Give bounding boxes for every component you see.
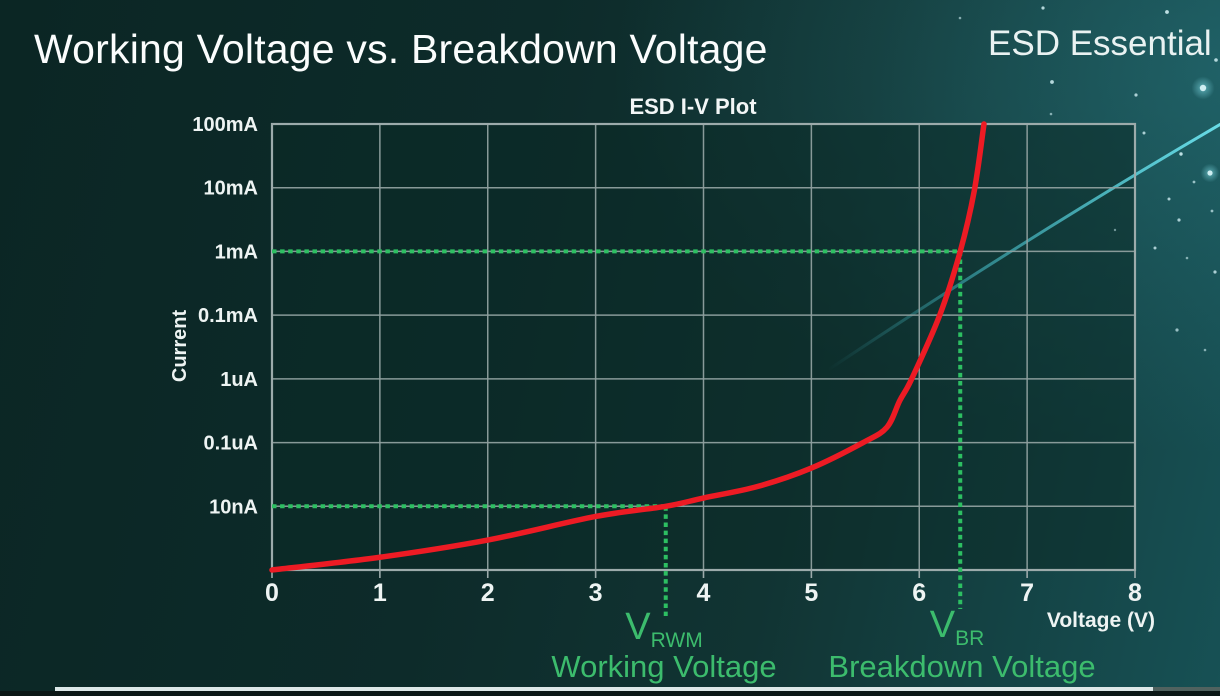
star-dot (1214, 58, 1218, 62)
star-dot (1167, 197, 1171, 201)
star-dot (1165, 10, 1169, 14)
x-tick-label: 0 (265, 579, 279, 607)
vrwm-symbol: V (625, 606, 651, 648)
y-tick-label: 100mA (192, 114, 258, 136)
vbr-symbol: V (929, 604, 956, 646)
x-tick-label: 1 (373, 579, 387, 607)
star-dot (1210, 209, 1214, 213)
progress-bar-remaining (1153, 687, 1220, 691)
chart-title: ESD I-V Plot (629, 94, 757, 119)
star-dot (1142, 131, 1146, 135)
x-axis-tick-labels: 0 1 2 3 4 5 6 7 8 (265, 579, 1142, 607)
x-tick-label: 3 (589, 579, 603, 607)
decorative-light-streak (827, 122, 1220, 372)
y-tick-label: 1mA (215, 241, 258, 263)
y-tick-label: 10nA (209, 496, 258, 518)
star-dot (1041, 6, 1045, 10)
star-dot (1185, 256, 1189, 260)
y-tick-label: 1uA (220, 369, 258, 391)
star-dot (1113, 228, 1117, 232)
y-axis-tick-labels: 100mA 10mA 1mA 0.1mA 1uA 0.1uA 10nA (192, 114, 258, 518)
brand-text: ESD Essential (988, 24, 1212, 63)
guide-dotted-lines (272, 249, 963, 616)
iv-curve (269, 121, 987, 573)
progress-bar-filled (55, 687, 1153, 691)
x-tick-label: 4 (697, 579, 711, 607)
breakdown-voltage-caption: Breakdown Voltage (828, 649, 1096, 684)
y-tick-label: 0.1mA (198, 305, 258, 327)
y-tick-label: 0.1uA (204, 433, 258, 455)
bottom-strip (0, 691, 1220, 696)
star-dot (1153, 246, 1157, 250)
y-tick-label: 10mA (204, 178, 258, 200)
star-dot (1203, 348, 1207, 352)
vbr-subscript: BR (955, 627, 985, 650)
x-tick-label: 2 (481, 579, 495, 607)
vbr-annotation: VBR (857, 606, 1057, 649)
star-dot (1134, 93, 1138, 97)
vrwm-subscript: RWM (650, 629, 703, 652)
grid-lines (270, 122, 1137, 578)
plot-frame (270, 122, 1137, 572)
x-tick-label: 8 (1128, 579, 1142, 607)
working-voltage-caption: Working Voltage (551, 649, 777, 684)
star-dot (958, 16, 962, 20)
x-tick-label: 6 (912, 579, 926, 607)
vrwm-annotation: VRWM (564, 608, 764, 651)
star-dot (1179, 152, 1183, 156)
star-dot (1175, 328, 1179, 332)
star-dot (1213, 270, 1217, 274)
x-axis-label: Voltage (V) (1047, 609, 1155, 632)
star-dot (1095, 40, 1099, 44)
star-dot (1049, 112, 1053, 116)
y-axis-label: Current (169, 310, 191, 383)
star-dot (1207, 170, 1213, 176)
star-dot (1192, 180, 1196, 184)
x-tick-label: 7 (1020, 579, 1034, 607)
x-tick-label: 5 (804, 579, 818, 607)
star-dot (1177, 218, 1181, 222)
star-dot (1199, 84, 1207, 92)
star-field (958, 6, 1220, 352)
star-dot (1050, 80, 1054, 84)
page-title: Working Voltage vs. Breakdown Voltage (34, 26, 768, 72)
